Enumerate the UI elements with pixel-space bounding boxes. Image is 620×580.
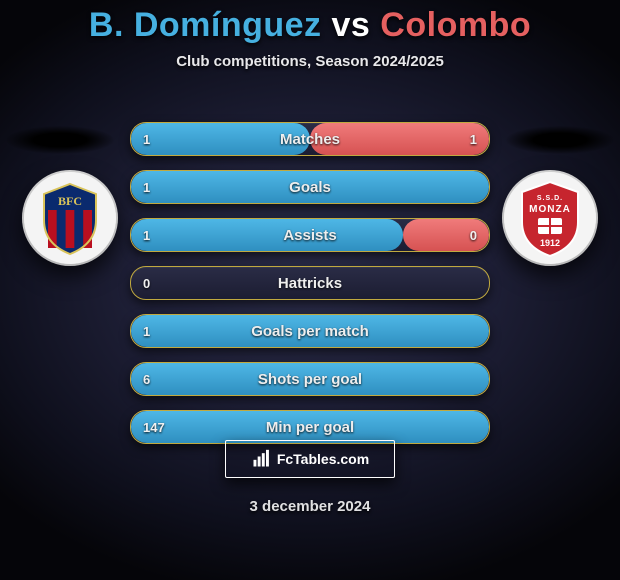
subtitle: Club competitions, Season 2024/2025 [0, 53, 620, 70]
svg-text:MONZA: MONZA [529, 204, 571, 215]
stat-row: 1Goals per match [130, 314, 490, 348]
stat-label: Hattricks [131, 267, 489, 299]
stat-fill-a [131, 411, 489, 443]
stats-container: 11Matches 1Goals 10Assists 0Hattricks 1Goals… [130, 122, 490, 458]
stat-fill-b [310, 123, 489, 155]
svg-text:BFC: BFC [58, 194, 82, 208]
page-title: B. Domínguez vs Colombo [0, 0, 620, 45]
stat-row: 6Shots per goal [130, 362, 490, 396]
stat-row: 11Matches [130, 122, 490, 156]
stat-row: 1Goals [130, 170, 490, 204]
footer-logo-text: FcTables.com [277, 451, 369, 467]
svg-text:1912: 1912 [540, 238, 560, 248]
player-a-name: B. Domínguez [89, 6, 322, 44]
bar-chart-icon [251, 449, 271, 469]
crest-b-icon: S.S.D. MONZA 1912 [502, 170, 598, 266]
stat-row: 0Hattricks [130, 266, 490, 300]
crest-player-a: BFC [22, 170, 118, 266]
stat-fill-a [131, 219, 403, 251]
player-b-name: Colombo [380, 6, 531, 44]
stat-row: 147Min per goal [130, 410, 490, 444]
vs-text: vs [332, 6, 371, 44]
stat-value-a: 0 [143, 267, 150, 299]
footer-logo: FcTables.com [225, 440, 395, 478]
stat-row: 10Assists [130, 218, 490, 252]
crest-a-icon: BFC [22, 170, 118, 266]
crest-shadow-right [506, 126, 614, 154]
svg-text:S.S.D.: S.S.D. [537, 195, 563, 202]
crest-player-b: S.S.D. MONZA 1912 [502, 170, 598, 266]
stat-fill-a [131, 315, 489, 347]
stat-fill-a [131, 363, 489, 395]
stat-fill-a [131, 123, 310, 155]
stat-fill-a [131, 171, 489, 203]
footer-date: 3 december 2024 [0, 498, 620, 515]
stat-fill-b [403, 219, 489, 251]
crest-shadow-left [6, 126, 114, 154]
